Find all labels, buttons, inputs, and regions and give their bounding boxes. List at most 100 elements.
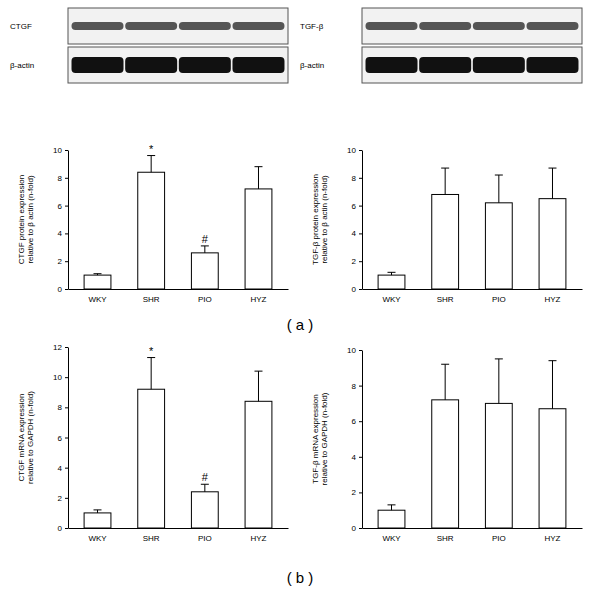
bar [84,513,111,528]
tick: HYZ [250,528,266,543]
chart: 0246810WKYSHRPIOHYZTGF-β protein express… [300,8,583,304]
error-stem [445,168,446,194]
error-stem [391,505,392,510]
tick-mark [359,150,362,151]
tick-label: SHR [437,534,454,543]
bar [432,194,459,289]
tick-mark [65,468,68,469]
tick-mark [65,289,68,290]
error-cap [441,168,449,169]
axis-title: CTGF mRNA expression [17,393,26,481]
error-bar [147,358,155,390]
blot-label: TGF-β [300,22,324,31]
tick: 10 [347,146,362,155]
tick-label: WKY [382,295,401,304]
blot-band [179,57,231,73]
y-axis: 0246810 [53,146,68,294]
tick-label: 2 [352,488,357,497]
bar [245,401,272,528]
annotation: # [202,471,209,483]
tick: 0 [352,285,362,294]
tick-label: SHR [143,534,160,543]
tick-mark [65,377,68,378]
error-cap [254,371,262,372]
tick: PIO [492,289,506,304]
tick-mark [359,528,362,529]
error-stem [498,359,499,404]
tick-label: 10 [347,146,356,155]
axis-line [363,289,583,290]
plot-area [84,358,272,528]
tick-label: 8 [352,382,357,391]
tick-label: 0 [58,285,63,294]
error-cap [548,360,556,361]
blot-frame [362,8,582,44]
error-bar [441,168,449,194]
plot-area [84,156,272,289]
blot-band [366,57,418,73]
tick-mark [359,457,362,458]
bar [539,409,566,528]
y-axis: 024681012 [53,343,68,533]
tick: 6 [352,202,362,211]
error-bar [201,246,209,253]
axis-line [69,289,289,290]
y-axis: 0246810 [347,346,362,533]
tick-label: 0 [58,524,63,533]
plot-area [378,359,566,528]
tick: 6 [352,417,362,426]
tick-label: 8 [352,174,357,183]
tick-label: SHR [437,295,454,304]
blot-band [125,57,177,73]
blot: CTGFβ-actin [10,8,288,83]
error-bar [388,505,396,510]
tick: WKY [88,289,107,304]
tick: 0 [58,285,68,294]
annotation: * [149,143,154,155]
tick: 2 [352,257,362,266]
tick: 8 [352,174,362,183]
error-bar [254,167,262,189]
annotation: * [149,345,154,357]
tick-label: 4 [58,229,63,238]
error-cap [201,245,209,246]
error-stem [552,361,553,409]
error-bar [495,359,503,404]
tick-mark [359,350,362,351]
x-axis: WKY SHR PIO HYZ [69,528,289,543]
tick: SHR [143,289,160,304]
error-cap [495,175,503,176]
axis-line [69,528,289,529]
axis-title: relative to β actin (n-fold) [320,175,329,264]
error-bar [254,371,262,401]
tick-label: 8 [58,174,63,183]
error-cap [94,509,102,510]
tick-mark [65,150,68,151]
blot-frame [68,8,288,44]
tick: 2 [58,494,68,503]
tick: HYZ [544,289,560,304]
tick: WKY [88,528,107,543]
tick-mark [359,421,362,422]
axis-line [362,151,363,290]
error-cap [548,168,556,169]
tick-label: 2 [58,494,63,503]
error-cap [147,155,155,156]
bar [138,389,165,528]
error-bar [441,364,449,400]
chart: *#024681012WKYSHRPIOHYZCTGF mRNA express… [17,343,313,586]
tick-mark [65,233,68,234]
bar [138,172,165,289]
tick-label: 10 [53,146,62,155]
tick: HYZ [544,528,560,543]
tick: PIO [198,528,212,543]
tick: 8 [352,382,362,391]
tick: WKY [382,289,401,304]
axis-line [363,528,583,529]
blot-band [366,22,418,30]
tick: 10 [53,146,68,155]
chart: *#0246810WKYSHRPIOHYZCTGF protein expres… [10,8,313,333]
error-stem [204,484,205,492]
tick: 0 [58,524,68,533]
axis-title: relative to β actin (n-fold) [26,175,35,264]
